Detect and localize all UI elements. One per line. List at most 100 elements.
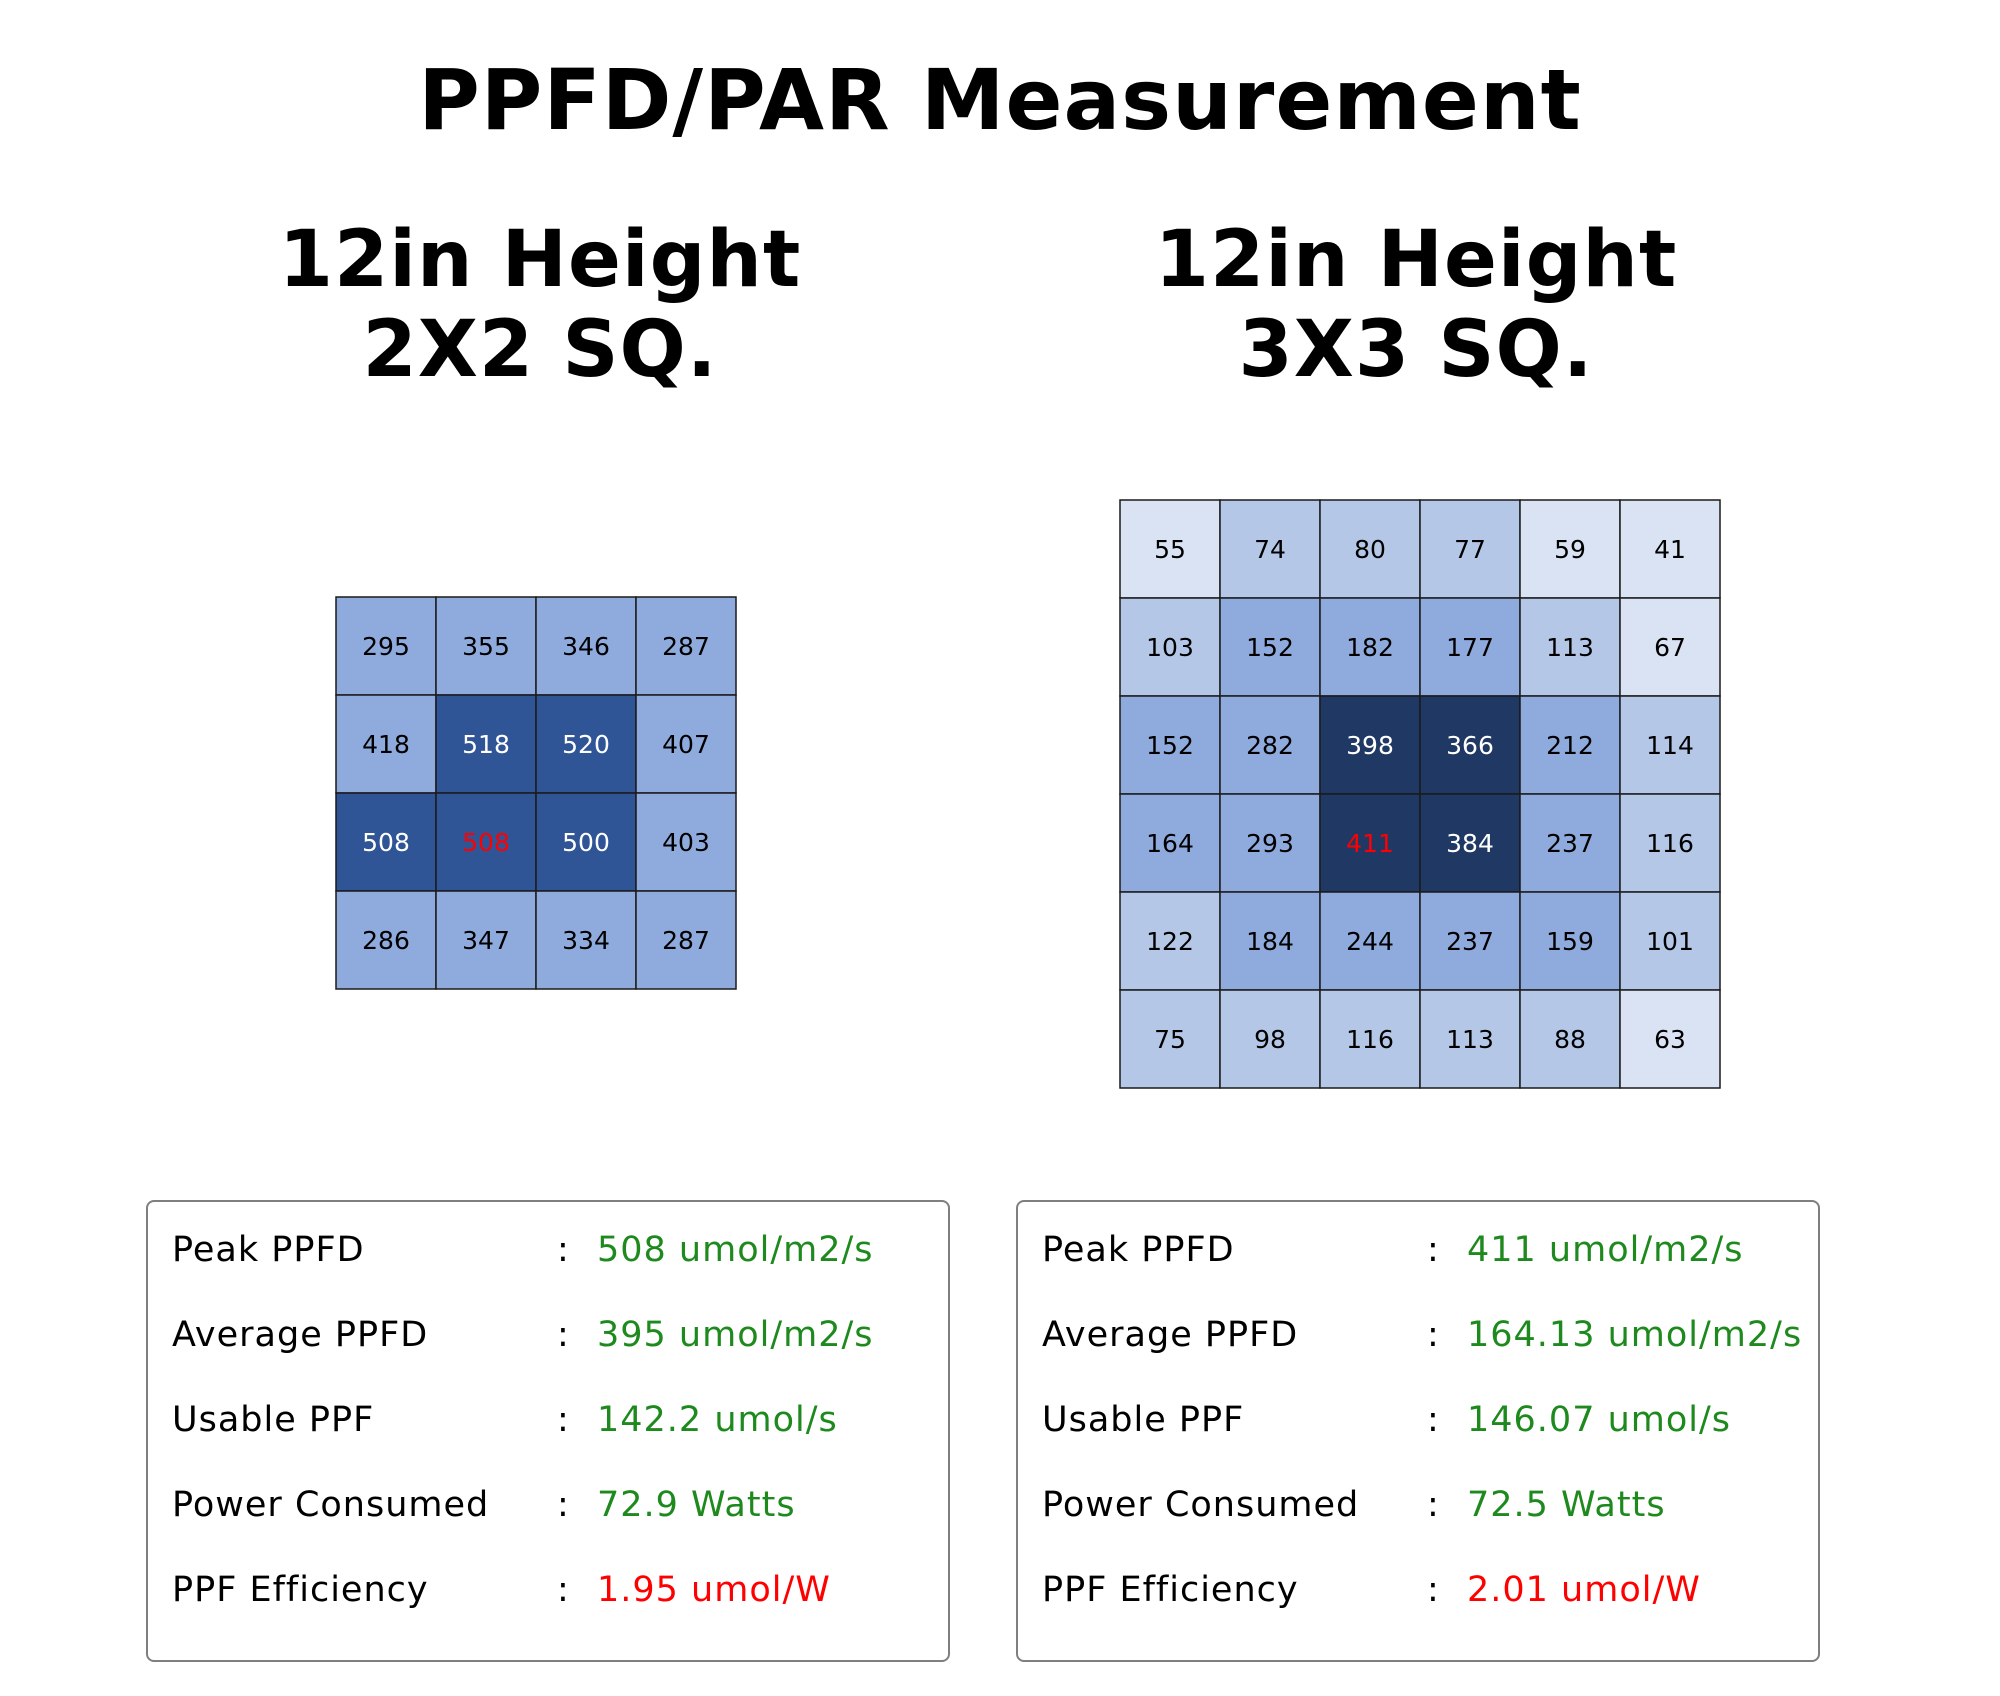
heatmap-value-label: 116 <box>1346 1025 1394 1054</box>
stat-value: 411 umol/m2/s <box>1467 1230 1744 1270</box>
stat-separator: : <box>557 1570 570 1610</box>
heatmap-value-label: 182 <box>1346 633 1394 662</box>
heatmap-value-label: 366 <box>1446 731 1494 760</box>
heatmap-cell <box>1119 989 1221 1089</box>
stat-label: Peak PPFD <box>172 1230 365 1270</box>
stat-separator: : <box>1427 1400 1440 1440</box>
stat-label: Power Consumed <box>1042 1485 1360 1525</box>
heatmap-cell <box>1519 989 1621 1089</box>
heatmap-cell <box>535 596 637 696</box>
heatmap-value-label: 237 <box>1546 829 1594 858</box>
heatmap-cell <box>1219 499 1321 599</box>
heatmap-value-label: 508 <box>362 828 410 857</box>
heatmap-cell <box>335 596 437 696</box>
heatmap-value-label: 384 <box>1446 829 1494 858</box>
heatmap-value-label: 237 <box>1446 927 1494 956</box>
heatmap-cell <box>1519 499 1621 599</box>
stat-value: 164.13 umol/m2/s <box>1467 1315 1803 1355</box>
heatmap-value-label: 398 <box>1346 731 1394 760</box>
heatmap-cell <box>1419 499 1521 599</box>
heatmap-value-label: 63 <box>1654 1025 1686 1054</box>
stats-panel-2x2: Peak PPFD:508 umol/m2/s Average PPFD:395 … <box>146 1200 950 1662</box>
heatmap-cell <box>1219 891 1321 991</box>
heatmap-cell <box>635 596 737 696</box>
heatmap-value-label: 116 <box>1646 829 1694 858</box>
heatmap-value-label: 508 <box>462 828 510 857</box>
stat-value: 395 umol/m2/s <box>597 1315 874 1355</box>
heatmap-value-label: 103 <box>1146 633 1194 662</box>
heatmap-cell <box>1419 989 1521 1089</box>
heatmap-value-label: 152 <box>1146 731 1194 760</box>
stat-separator: : <box>1427 1485 1440 1525</box>
heatmap-cell <box>1619 793 1721 893</box>
stat-label: Average PPFD <box>1042 1315 1299 1355</box>
heatmap-value-label: 212 <box>1546 731 1594 760</box>
heatmap-value-label: 77 <box>1454 535 1486 564</box>
panel-title-line-1: 12in Height <box>278 215 802 305</box>
stat-label: PPF Efficiency <box>1042 1570 1299 1610</box>
heatmap-value-label: 80 <box>1354 535 1386 564</box>
heatmap-value-label: 98 <box>1254 1025 1286 1054</box>
heatmap-cell <box>1319 499 1421 599</box>
stat-label: Peak PPFD <box>1042 1230 1235 1270</box>
stat-label: Usable PPF <box>1042 1400 1245 1440</box>
heatmap-value-label: 346 <box>562 632 610 661</box>
heatmap-cell <box>435 792 537 892</box>
stat-separator: : <box>557 1485 570 1525</box>
heatmap-cell <box>1519 891 1621 991</box>
stat-separator: : <box>557 1315 570 1355</box>
stat-value: 142.2 umol/s <box>597 1400 838 1440</box>
heatmap-value-label: 177 <box>1446 633 1494 662</box>
stat-value: 146.07 umol/s <box>1467 1400 1732 1440</box>
heatmap-cell <box>1119 695 1221 795</box>
stat-value: 1.95 umol/W <box>597 1570 831 1610</box>
heatmap-value-label: 113 <box>1546 633 1594 662</box>
heatmap-cell <box>1519 597 1621 697</box>
heatmap-cell <box>1319 891 1421 991</box>
stat-label: Usable PPF <box>172 1400 375 1440</box>
heatmap-value-label: 244 <box>1346 927 1394 956</box>
panel-title-3x3: 12in Height 3X3 SQ. <box>1016 215 1816 395</box>
heatmap-value-label: 287 <box>662 926 710 955</box>
heatmap-cell <box>1119 597 1221 697</box>
heatmap-value-label: 55 <box>1154 535 1186 564</box>
panel-title-line-2: 3X3 SQ. <box>1238 305 1594 395</box>
heatmap-cell <box>1519 793 1621 893</box>
heatmap-cell <box>1619 989 1721 1089</box>
ppfd-heatmap-3x3: 55 74 80 77 59 41 103 152 182 177 113 67 152 282 398 36… <box>1119 499 1721 1089</box>
heatmap-value-label: 114 <box>1646 731 1694 760</box>
heatmap-value-label: 41 <box>1654 535 1686 564</box>
heatmap-cell <box>1419 793 1521 893</box>
heatmap-value-label: 74 <box>1254 535 1286 564</box>
heatmap-value-label: 152 <box>1246 633 1294 662</box>
stat-separator: : <box>1427 1230 1440 1270</box>
heatmap-value-label: 518 <box>462 730 510 759</box>
heatmap-value-label: 411 <box>1346 829 1394 858</box>
heatmap-cell <box>435 890 537 990</box>
heatmap-value-label: 418 <box>362 730 410 759</box>
stat-value: 72.9 Watts <box>597 1485 796 1525</box>
heatmap-value-label: 282 <box>1246 731 1294 760</box>
heatmap-cell <box>1619 499 1721 599</box>
panel-title-2x2: 12in Height 2X2 SQ. <box>140 215 940 395</box>
heatmap-value-label: 293 <box>1246 829 1294 858</box>
heatmap-value-label: 295 <box>362 632 410 661</box>
heatmap-cell <box>1219 793 1321 893</box>
stat-label: PPF Efficiency <box>172 1570 429 1610</box>
stat-value: 508 umol/m2/s <box>597 1230 874 1270</box>
stat-value: 72.5 Watts <box>1467 1485 1666 1525</box>
heatmap-cell <box>435 596 537 696</box>
heatmap-cell <box>335 890 437 990</box>
heatmap-cell <box>635 694 737 794</box>
heatmap-value-label: 286 <box>362 926 410 955</box>
heatmap-value-label: 59 <box>1554 535 1586 564</box>
page-title: PPFD/PAR Measurement <box>418 51 1582 149</box>
heatmap-value-label: 88 <box>1554 1025 1586 1054</box>
heatmap-cell <box>435 694 537 794</box>
heatmap-value-label: 159 <box>1546 927 1594 956</box>
panel-title-line-1: 12in Height <box>1154 215 1678 305</box>
heatmap-value-label: 67 <box>1654 633 1686 662</box>
heatmap-value-label: 347 <box>462 926 510 955</box>
heatmap-cell <box>1319 695 1421 795</box>
heatmap-cell <box>1319 989 1421 1089</box>
